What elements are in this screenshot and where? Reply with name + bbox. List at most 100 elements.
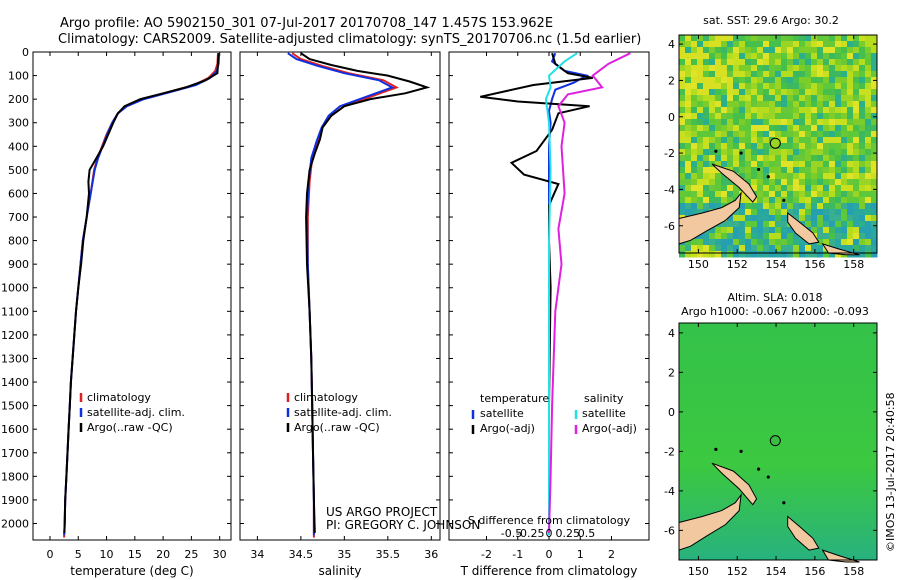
sst-cell [721,89,728,96]
project-credit: US ARGO PROJECT [326,505,438,519]
sst-cell [703,161,710,168]
land-mass [821,243,860,256]
sst-cell [697,65,704,72]
sst-cell [685,149,692,156]
sst-cell [835,35,842,42]
sst-cell [787,197,794,204]
sst-cell [733,167,740,174]
sst-cell [745,173,752,180]
sst-cell [829,161,836,168]
sst-cell [763,179,770,186]
sst-cell [841,41,848,48]
sst-cell [769,35,776,42]
sst-cell [703,65,710,72]
sst-cell [703,119,710,126]
sst-cell [775,197,782,204]
sst-cell [769,179,776,186]
sst-cell [865,53,872,60]
sst-cell [763,47,770,54]
sst-cell [745,107,752,114]
sst-cell [715,131,722,138]
sst-cell [697,197,704,204]
legend-label: satellite [582,407,626,420]
sst-cell [859,221,866,228]
sst-cell [721,71,728,78]
sst-cell [757,191,764,198]
sst-cell [841,227,848,234]
sst-cell [805,209,812,216]
sst-cell [781,239,788,246]
sst-cell [709,203,716,210]
sst-cell [763,83,770,90]
sst-cell [715,83,722,90]
sst-cell [823,101,830,108]
sst-cell [787,113,794,120]
sst-cell [751,59,758,66]
series-line [548,52,631,533]
sst-cell [721,107,728,114]
sst-cell [757,113,764,120]
sst-cell [691,251,698,258]
sst-cell [781,95,788,102]
sst-cell [853,143,860,150]
sst-map-title: sat. SST: 29.6 Argo: 30.2 [703,14,839,27]
map-y-tick-label: -6 [664,220,675,233]
island [782,198,786,202]
sst-cell [823,71,830,78]
sst-cell [763,65,770,72]
sst-cell [691,161,698,168]
sst-cell [823,197,830,204]
sst-cell [703,245,710,252]
sst-cell [691,95,698,102]
sst-cell [823,143,830,150]
sst-cell [799,251,806,258]
sst-cell [685,41,692,48]
sst-cell [793,101,800,108]
sst-cell [859,77,866,84]
sst-cell [745,41,752,48]
sst-cell [817,41,824,48]
sst-cell [871,59,878,66]
sst-cell [751,143,758,150]
sst-cell [697,245,704,252]
sst-cell [847,89,854,96]
sst-cell [829,95,836,102]
sst-cell [853,191,860,198]
sst-cell [847,149,854,156]
sst-cell [769,125,776,132]
sst-cell [793,167,800,174]
sst-cell [835,161,842,168]
sst-cell [841,53,848,60]
sst-cell [721,251,728,258]
sst-cell [817,101,824,108]
sst-cell [823,119,830,126]
sst-cell [691,191,698,198]
sst-cell [871,251,878,258]
sst-cell [691,41,698,48]
land-mass [711,163,758,203]
sst-cell [715,119,722,126]
sst-cell [841,203,848,210]
sst-cell [793,107,800,114]
sst-cell [721,179,728,186]
sst-cell [829,53,836,60]
sst-cell [841,239,848,246]
sst-cell [847,227,854,234]
sst-cell [751,131,758,138]
sst-cell [859,149,866,156]
sst-cell [781,227,788,234]
sst-cell [709,71,716,78]
sst-cell [871,191,878,198]
sst-cell [733,47,740,54]
sst-cell [727,77,734,84]
sst-cell [805,47,812,54]
sst-cell [817,239,824,246]
sst-cell [739,59,746,66]
sst-cell [727,53,734,60]
x-tick-label: 35 [337,548,351,561]
profile-panel-2: 34 34.5 35 35.5 36 salinity climatology satelli… [239,51,441,578]
sst-cell [679,47,686,54]
sst-cell [715,161,722,168]
sst-cell [763,89,770,96]
sst-cell [733,131,740,138]
